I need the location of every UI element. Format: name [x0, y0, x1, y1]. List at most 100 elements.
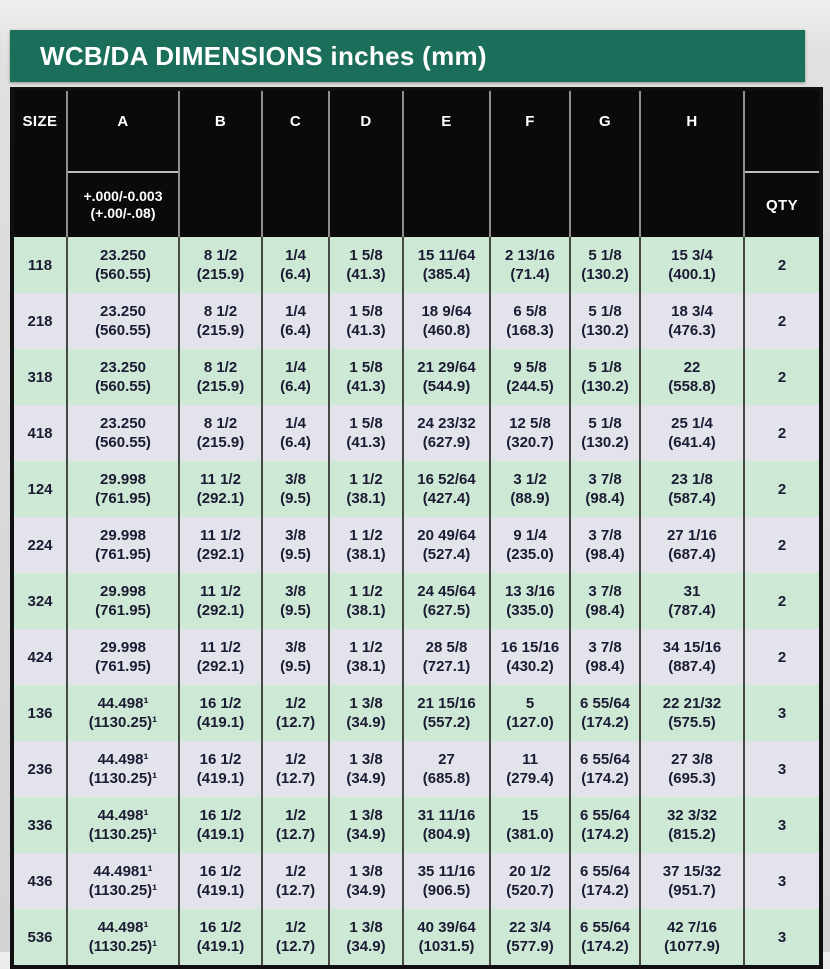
dimension-cell: 11 1/2 (292.1) — [178, 629, 262, 685]
dimension-cell: 1 3/8 (34.9) — [328, 797, 403, 853]
dimension-cell: 32 3/32 (815.2) — [639, 797, 744, 853]
dimension-cell: 23.250 (560.55) — [66, 349, 179, 405]
dimension-cell: 3 7/8 (98.4) — [569, 629, 640, 685]
table-title: WCB/DA DIMENSIONS inches (mm) — [40, 40, 487, 71]
dimension-cell: 22 (558.8) — [639, 349, 744, 405]
table-title-bar: WCB/DA DIMENSIONS inches (mm) — [10, 30, 805, 82]
dimension-cell: 23.250 (560.55) — [66, 237, 179, 293]
dimension-cell: 22 21/32 (575.5) — [639, 685, 744, 741]
dimension-cell: 11 1/2 (292.1) — [178, 461, 262, 517]
dimension-cell: 3 7/8 (98.4) — [569, 461, 640, 517]
dimension-cell: 1/4 (6.4) — [261, 237, 329, 293]
dimension-cell: 11 1/2 (292.1) — [178, 517, 262, 573]
dimension-cell: 2 13/16 (71.4) — [489, 237, 570, 293]
qty-cell: 3 — [743, 741, 821, 797]
dimension-cell: 23 1/8 (587.4) — [639, 461, 744, 517]
qty-cell: 3 — [743, 853, 821, 909]
dimension-cell: 6 55/64 (174.2) — [569, 909, 640, 967]
dimension-cell: 3 7/8 (98.4) — [569, 573, 640, 629]
qty-cell: 2 — [743, 629, 821, 685]
table-header: SIZE A B C D E F G H +.000/-0.003 (+.00/… — [12, 89, 821, 237]
table-row: 136 44.498¹ (1130.25)¹ 16 1/2 (419.1) 1/2 (12.… — [12, 685, 821, 741]
dimension-cell: 44.498¹ (1130.25)¹ — [66, 797, 179, 853]
dimension-cell: 44.498¹ (1130.25)¹ — [66, 909, 179, 967]
size-cell: 224 — [12, 517, 67, 573]
dimension-cell: 5 1/8 (130.2) — [569, 405, 640, 461]
table-row: 418 23.250 (560.55) 8 1/2 (215.9) 1/4 (6.4) 1 5… — [12, 405, 821, 461]
dimension-cell: 6 55/64 (174.2) — [569, 797, 640, 853]
qty-cell: 2 — [743, 237, 821, 293]
col-header-b: B — [178, 89, 262, 237]
qty-cell: 3 — [743, 797, 821, 853]
dimension-cell: 18 9/64 (460.8) — [402, 293, 490, 349]
dimension-cell: 8 1/2 (215.9) — [178, 237, 262, 293]
dimension-cell: 3/8 (9.5) — [261, 517, 329, 573]
dimension-cell: 1 3/8 (34.9) — [328, 741, 403, 797]
dimension-cell: 15 11/64 (385.4) — [402, 237, 490, 293]
dimension-cell: 3/8 (9.5) — [261, 573, 329, 629]
dimension-cell: 27 3/8 (695.3) — [639, 741, 744, 797]
col-header-c: C — [261, 89, 329, 237]
dimension-cell: 9 5/8 (244.5) — [489, 349, 570, 405]
qty-cell: 2 — [743, 293, 821, 349]
size-cell: 336 — [12, 797, 67, 853]
dimension-cell: 1 1/2 (38.1) — [328, 517, 403, 573]
dimension-cell: 44.4981¹ (1130.25)¹ — [66, 853, 179, 909]
size-cell: 324 — [12, 573, 67, 629]
size-cell: 218 — [12, 293, 67, 349]
dimension-cell: 1/2 (12.7) — [261, 741, 329, 797]
table-row: 324 29.998 (761.95) 11 1/2 (292.1) 3/8 (9.5) 1 … — [12, 573, 821, 629]
dimension-cell: 20 49/64 (527.4) — [402, 517, 490, 573]
dimension-cell: 3/8 (9.5) — [261, 629, 329, 685]
dimension-cell: 28 5/8 (727.1) — [402, 629, 490, 685]
dimension-cell: 37 15/32 (951.7) — [639, 853, 744, 909]
dimension-cell: 1 1/2 (38.1) — [328, 461, 403, 517]
dimension-cell: 5 1/8 (130.2) — [569, 349, 640, 405]
qty-cell: 2 — [743, 573, 821, 629]
dimension-cell: 21 15/16 (557.2) — [402, 685, 490, 741]
dimension-cell: 6 55/64 (174.2) — [569, 853, 640, 909]
dimension-cell: 6 5/8 (168.3) — [489, 293, 570, 349]
table-row: 218 23.250 (560.55) 8 1/2 (215.9) 1/4 (6.4) 1 5… — [12, 293, 821, 349]
dimension-cell: 11 (279.4) — [489, 741, 570, 797]
table-row: 318 23.250 (560.55) 8 1/2 (215.9) 1/4 (6.4) 1 5… — [12, 349, 821, 405]
dimension-cell: 8 1/2 (215.9) — [178, 293, 262, 349]
dimension-cell: 34 15/16 (887.4) — [639, 629, 744, 685]
dimension-cell: 42 7/16 (1077.9) — [639, 909, 744, 967]
dimension-cell: 44.498¹ (1130.25)¹ — [66, 741, 179, 797]
table-row: 124 29.998 (761.95) 11 1/2 (292.1) 3/8 (9.5) 1 … — [12, 461, 821, 517]
qty-cell: 3 — [743, 909, 821, 967]
dimension-cell: 1 1/2 (38.1) — [328, 573, 403, 629]
dimension-cell: 40 39/64 (1031.5) — [402, 909, 490, 967]
dimension-cell: 1 5/8 (41.3) — [328, 405, 403, 461]
dimension-cell: 3 1/2 (88.9) — [489, 461, 570, 517]
size-cell: 424 — [12, 629, 67, 685]
dimension-cell: 20 1/2 (520.7) — [489, 853, 570, 909]
qty-cell: 2 — [743, 517, 821, 573]
dimension-cell: 5 1/8 (130.2) — [569, 237, 640, 293]
dimension-cell: 8 1/2 (215.9) — [178, 405, 262, 461]
dimension-cell: 8 1/2 (215.9) — [178, 349, 262, 405]
dimension-cell: 6 55/64 (174.2) — [569, 685, 640, 741]
dimension-cell: 11 1/2 (292.1) — [178, 573, 262, 629]
dimension-cell: 27 1/16 (687.4) — [639, 517, 744, 573]
dimension-cell: 23.250 (560.55) — [66, 293, 179, 349]
dimension-cell: 13 3/16 (335.0) — [489, 573, 570, 629]
table-row: 336 44.498¹ (1130.25)¹ 16 1/2 (419.1) 1/2 (12.… — [12, 797, 821, 853]
dimension-cell: 18 3/4 (476.3) — [639, 293, 744, 349]
a-tolerance-inches: +.000/-0.003 — [83, 188, 163, 204]
dimension-cell: 3 7/8 (98.4) — [569, 517, 640, 573]
dimension-cell: 31 (787.4) — [639, 573, 744, 629]
qty-cell: 2 — [743, 461, 821, 517]
a-tolerance-note: +.000/-0.003 (+.00/-.08) — [66, 171, 179, 237]
dimension-cell: 15 3/4 (400.1) — [639, 237, 744, 293]
dimension-cell: 1 3/8 (34.9) — [328, 853, 403, 909]
a-tolerance-mm: (+.00/-.08) — [90, 205, 156, 221]
dimension-cell: 16 1/2 (419.1) — [178, 853, 262, 909]
table-body: 118 23.250 (560.55) 8 1/2 (215.9) 1/4 (6.4) 1 5… — [12, 237, 821, 967]
dimension-cell: 29.998 (761.95) — [66, 461, 179, 517]
size-cell: 124 — [12, 461, 67, 517]
dimension-cell: 1/4 (6.4) — [261, 293, 329, 349]
size-cell: 236 — [12, 741, 67, 797]
col-header-e: E — [402, 89, 490, 237]
